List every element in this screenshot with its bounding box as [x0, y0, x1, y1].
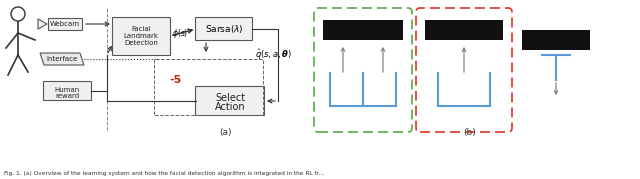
Polygon shape	[48, 18, 82, 30]
Text: Human: Human	[54, 87, 79, 93]
Text: (a): (a)	[219, 129, 231, 137]
Text: reward: reward	[55, 93, 79, 99]
Text: -5: -5	[169, 75, 181, 85]
Text: Landmark: Landmark	[124, 33, 159, 39]
Text: $\phi(s)$: $\phi(s)$	[172, 26, 188, 40]
Text: Sarsa$(\lambda)$: Sarsa$(\lambda)$	[205, 23, 243, 35]
FancyBboxPatch shape	[113, 18, 170, 55]
FancyBboxPatch shape	[195, 18, 253, 40]
Bar	[425, 20, 503, 40]
Text: Facial: Facial	[131, 26, 151, 32]
Text: Action: Action	[214, 102, 245, 112]
FancyBboxPatch shape	[44, 81, 92, 100]
Bar	[522, 30, 590, 50]
Polygon shape	[38, 19, 47, 29]
Text: Select: Select	[215, 93, 245, 103]
Bar	[323, 20, 403, 40]
Polygon shape	[40, 53, 84, 65]
Text: (b): (b)	[463, 129, 476, 137]
Text: Fig. 1. (a) Overview of the learning system and how the facial detection algorit: Fig. 1. (a) Overview of the learning sys…	[4, 171, 324, 176]
Text: Detection: Detection	[124, 40, 158, 46]
FancyBboxPatch shape	[314, 8, 412, 132]
Text: Interface: Interface	[46, 56, 77, 62]
Text: $\hat{q}(s,a,\boldsymbol{\theta})$: $\hat{q}(s,a,\boldsymbol{\theta})$	[255, 48, 292, 62]
Text: Webcam: Webcam	[50, 21, 80, 27]
FancyBboxPatch shape	[416, 8, 512, 132]
FancyBboxPatch shape	[195, 86, 264, 115]
Circle shape	[11, 7, 25, 21]
